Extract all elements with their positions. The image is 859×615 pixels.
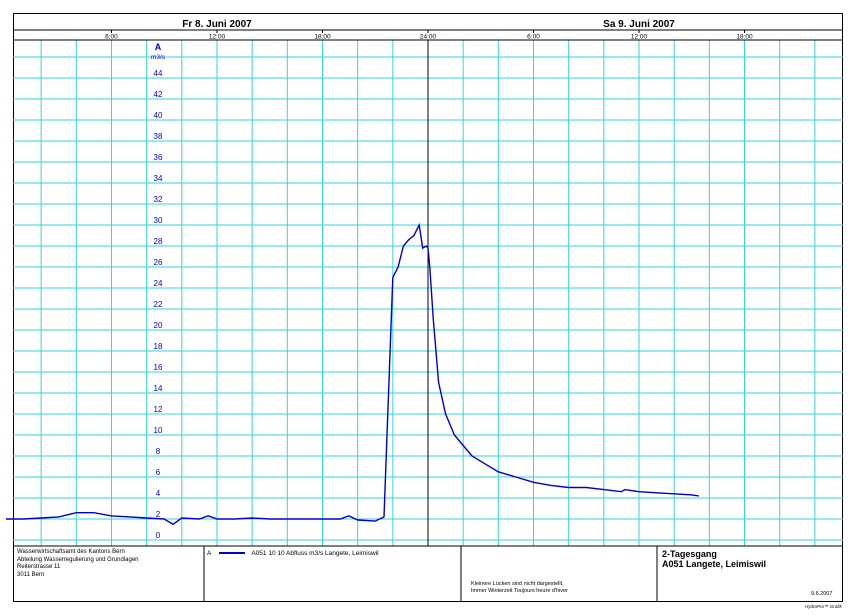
y-axis-labels: 0246810121416182022242628303234363840424… (154, 69, 163, 540)
chart-frame (13, 13, 843, 602)
chart-title: 2-Tagesgang A051 Langete, Leimiswil (662, 549, 766, 569)
hour-tick-label: 12:00 (209, 34, 226, 41)
y-axis-unit: m3/s (151, 54, 166, 61)
hour-tick-label: 18:00 (314, 34, 331, 41)
y-tick-label: 16 (154, 363, 163, 372)
agency-line: Wasserwirtschaftsamt des Kantons Bern (17, 549, 125, 555)
data-note: Kleinere Lücken sind nicht dargestellt. … (471, 581, 568, 595)
y-tick-label: 18 (154, 342, 163, 351)
print-date: 9.6.2007 (811, 591, 833, 597)
y-tick-label: 36 (154, 153, 163, 162)
note-line: Kleinere Lücken sind nicht dargestellt. (471, 581, 564, 587)
y-tick-label: 10 (154, 426, 163, 435)
y-tick-label: 34 (154, 174, 163, 183)
y-tick-label: 30 (154, 216, 163, 225)
hour-tick-label: 24:00 (420, 34, 437, 41)
y-tick-label: 32 (154, 195, 163, 204)
footer-dividers (203, 546, 658, 601)
y-tick-label: 2 (156, 510, 161, 519)
y-tick-label: 38 (154, 132, 163, 141)
y-tick-label: 4 (156, 489, 161, 498)
legend: A A051 10 10 Abfluss m3/s Langete, Leimis… (207, 550, 379, 557)
y-tick-label: 22 (154, 300, 163, 309)
y-tick-label: 28 (154, 237, 163, 246)
agency-line: Reiterstrasse 11 (17, 564, 61, 570)
day-label-friday: Fr 8. Juni 2007 (182, 19, 252, 30)
legend-line-marker (219, 552, 246, 555)
y-tick-label: 42 (154, 90, 163, 99)
y-tick-label: 40 (154, 111, 163, 120)
series-line-discharge (6, 222, 699, 526)
y-tick-label: 6 (156, 468, 161, 477)
agency-address: Wasserwirtschaftsamt des Kantons Bern Ab… (17, 549, 139, 579)
hour-tick-label: 6:00 (105, 34, 118, 41)
software-credit: HydroPro™ Grafik (805, 604, 842, 609)
hour-tick-label: 18:00 (736, 34, 753, 41)
y-tick-label: 26 (154, 258, 163, 267)
hour-tick-label: 12:00 (631, 34, 648, 41)
y-tick-label: 8 (156, 447, 161, 456)
y-tick-label: 20 (154, 321, 163, 330)
agency-line: 3011 Bern (17, 571, 45, 578)
hour-tick-label: 6:00 (527, 34, 540, 41)
hour-tick-labels: 6:00 12:00 18:00 24:00 6:00 12:00 18:00 (105, 30, 753, 41)
note-line: Immer Winterzeit Toujours heure d'hiver (471, 588, 568, 594)
agency-line: Abteilung Wasserregulierung und Grundlag… (17, 556, 139, 563)
y-tick-label: 12 (154, 405, 163, 414)
y-tick-label: 24 (154, 279, 163, 288)
axis-letter: A (155, 42, 162, 52)
day-label-saturday: Sa 9. Juni 2007 (603, 19, 675, 30)
y-tick-label: 44 (154, 69, 163, 78)
y-tick-label: 14 (154, 384, 163, 393)
y-tick-label: 0 (156, 531, 161, 540)
legend-series-label: A051 10 10 Abfluss m3/s Langete, Leimisw… (251, 550, 379, 557)
chart-title-line: 2-Tagesgang (662, 549, 717, 559)
legend-axis-letter: A (207, 550, 212, 557)
chart-title-line: A051 Langete, Leimiswil (662, 559, 767, 569)
